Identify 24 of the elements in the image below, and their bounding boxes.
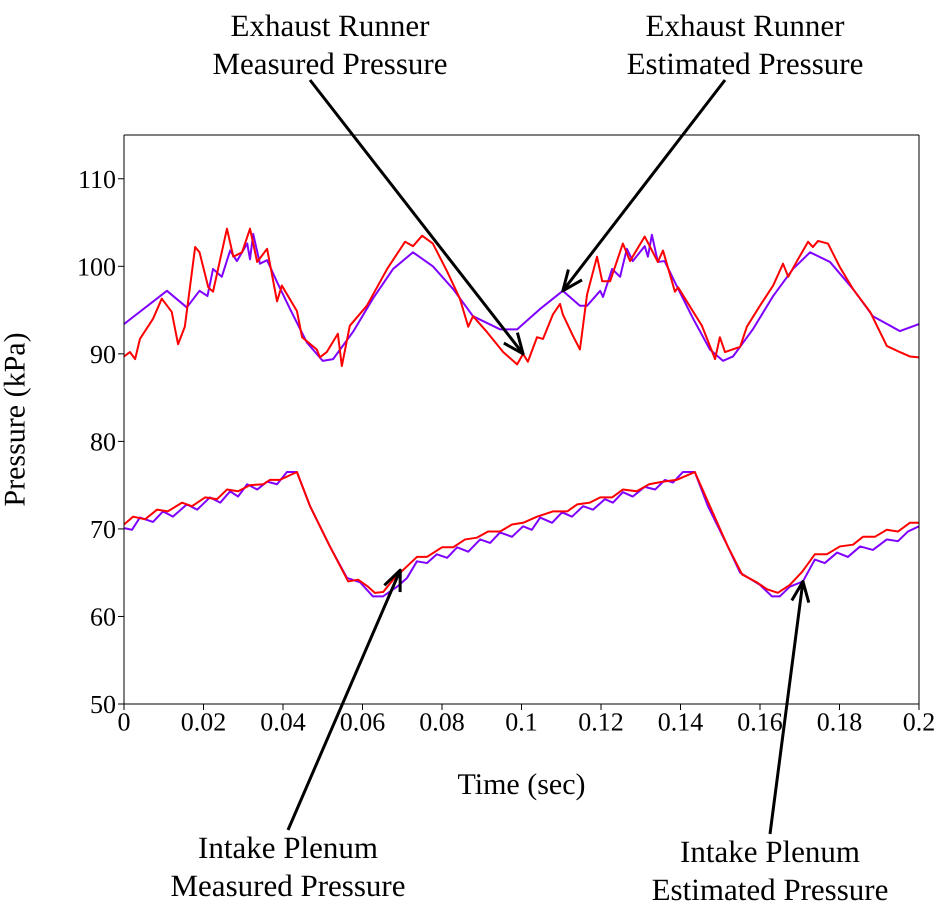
annotation: Exhaust Runner Measured Pressure xyxy=(212,8,448,81)
y-tick-label: 80 xyxy=(90,428,116,457)
x-tick-label: 0 xyxy=(118,707,130,736)
annotation: Exhaust Runner Estimated Pressure xyxy=(626,8,864,81)
y-tick-label: 60 xyxy=(90,602,116,632)
x-tick-label: 0.12 xyxy=(578,707,624,736)
x-axis-title: Time (sec) xyxy=(457,768,586,801)
y-tick-label: 110 xyxy=(78,165,116,194)
y-tick-label: 100 xyxy=(77,252,116,282)
x-tick-label: 0.18 xyxy=(816,707,862,736)
x-tick-label: 0.16 xyxy=(737,707,783,736)
x-tick-label: 0.1 xyxy=(505,707,538,736)
x-tick-label: 0.14 xyxy=(658,707,704,736)
annotation: Intake Plenum Estimated Pressure xyxy=(652,834,888,907)
x-tick-label: 0.08 xyxy=(419,707,465,736)
y-tick-label: 90 xyxy=(90,340,116,370)
x-tick-label: 0.2 xyxy=(902,707,936,736)
y-tick-label: 50 xyxy=(90,690,116,720)
y-tick-label: 70 xyxy=(90,515,116,544)
x-tick-label: 0.04 xyxy=(260,707,306,736)
annotation: Intake Plenum Measured Pressure xyxy=(170,830,406,903)
x-tick-label: 0.02 xyxy=(180,707,226,736)
x-tick-label: 0.06 xyxy=(340,707,386,736)
y-axis-title: Pressure (kPa) xyxy=(0,332,32,507)
